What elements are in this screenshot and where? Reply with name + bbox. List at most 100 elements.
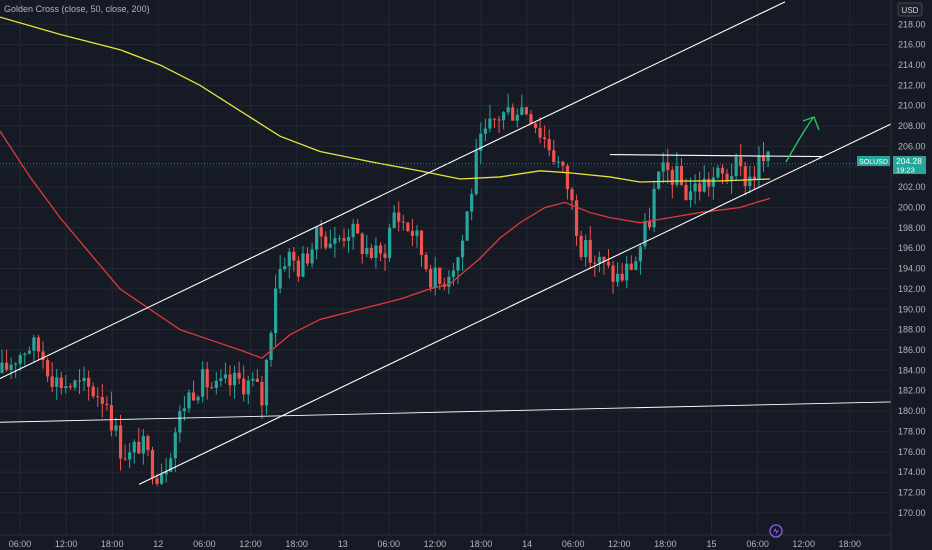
candle-body	[73, 380, 77, 388]
candle-body	[232, 372, 237, 386]
candle-body	[743, 166, 747, 186]
candle-body	[27, 350, 31, 354]
y-tick-label: 198.00	[898, 223, 926, 233]
price-badge	[893, 156, 926, 174]
candle-body	[91, 386, 95, 397]
x-tick-label: 14	[522, 539, 532, 549]
candle-body	[123, 458, 127, 460]
candle-body	[23, 353, 27, 356]
candle-body	[283, 266, 287, 270]
candle-body	[574, 200, 579, 236]
candle-body	[128, 452, 132, 460]
y-tick-label: 174.00	[898, 467, 926, 477]
candle-body	[251, 378, 255, 381]
candle-body	[401, 221, 405, 223]
resistance-line[interactable]	[609, 153, 823, 158]
candle-body	[160, 474, 164, 484]
candle-body	[433, 267, 437, 288]
candle-body	[351, 223, 355, 238]
candle-body	[305, 253, 310, 264]
candle-body	[178, 411, 182, 433]
y-tick-label: 214.00	[898, 60, 926, 70]
horizontal-support-line[interactable]	[0, 401, 892, 423]
indicator-legend[interactable]: Golden Cross (close, 50, close, 200)	[4, 4, 150, 14]
arrow-annotation-shaft[interactable]	[785, 117, 814, 163]
candle-body	[155, 478, 159, 484]
candle-body	[68, 386, 72, 388]
candle-body	[438, 267, 442, 284]
candle-body	[32, 337, 36, 351]
candle-body	[406, 222, 410, 232]
candle-body	[187, 392, 191, 409]
x-tick-label: 12:00	[239, 539, 262, 549]
candle-body	[169, 458, 173, 472]
candle-body	[77, 380, 82, 382]
candle-body	[223, 374, 228, 379]
candle-body	[301, 253, 305, 277]
candle-body	[260, 381, 264, 406]
candle-body	[739, 157, 743, 167]
y-tick-label: 194.00	[898, 264, 926, 274]
candle-body	[64, 386, 68, 389]
candle-body	[684, 184, 688, 201]
candle-body	[460, 240, 465, 258]
candle-body	[105, 403, 109, 406]
candle-body	[666, 162, 670, 170]
candle-body	[515, 114, 519, 121]
currency-button[interactable]	[897, 2, 923, 17]
candle-body	[310, 249, 314, 264]
candle-body	[4, 362, 9, 370]
candle-body	[730, 176, 734, 182]
candle-body	[506, 107, 510, 113]
y-tick-label: 210.00	[898, 101, 926, 111]
candle-body	[497, 119, 501, 121]
candle-body	[702, 178, 706, 192]
x-tick-label: 06:00	[9, 539, 32, 549]
candle-body	[324, 236, 328, 248]
candles	[0, 93, 770, 487]
x-tick-label: 18:00	[285, 539, 308, 549]
candle-body	[611, 265, 615, 282]
axes	[0, 0, 892, 550]
candle-body	[456, 257, 460, 271]
x-tick-label: 12:00	[55, 539, 78, 549]
candle-body	[707, 178, 711, 187]
candle-body	[365, 247, 369, 254]
candle-body	[579, 235, 583, 258]
y-tick-label: 192.00	[898, 284, 926, 294]
candle-body	[492, 118, 497, 120]
candle-body	[210, 387, 214, 389]
candle-body	[643, 220, 647, 247]
x-tick-label: 18:00	[101, 539, 124, 549]
candle-body	[46, 360, 50, 377]
candle-body	[214, 380, 218, 388]
channel-lower-line[interactable]	[138, 123, 892, 485]
candle-body	[429, 269, 433, 288]
candle-body	[451, 270, 456, 277]
candle-body	[55, 377, 59, 387]
candle-body	[132, 441, 136, 453]
candle-body	[319, 227, 323, 237]
candle-body	[698, 183, 702, 192]
candle-body	[538, 127, 542, 138]
candle-body	[529, 114, 533, 124]
candle-body	[584, 240, 588, 258]
candle-body	[716, 167, 720, 178]
candle-body	[670, 169, 674, 185]
channel-upper-line[interactable]	[0, 1, 786, 379]
candle-body	[657, 171, 661, 189]
candle-body	[114, 425, 118, 431]
tradingview-logo[interactable]	[769, 524, 783, 538]
candle-body	[483, 128, 487, 134]
candle-body	[606, 261, 611, 266]
candle-body	[87, 377, 91, 387]
candle-body	[661, 162, 665, 172]
arrow-annotation-head[interactable]	[802, 116, 820, 131]
candle-body	[150, 449, 155, 479]
candle-body	[237, 372, 241, 379]
candle-body	[255, 378, 259, 382]
y-tick-label: 208.00	[898, 121, 926, 131]
y-tick-label: 178.00	[898, 426, 926, 436]
candle-body	[41, 351, 45, 361]
